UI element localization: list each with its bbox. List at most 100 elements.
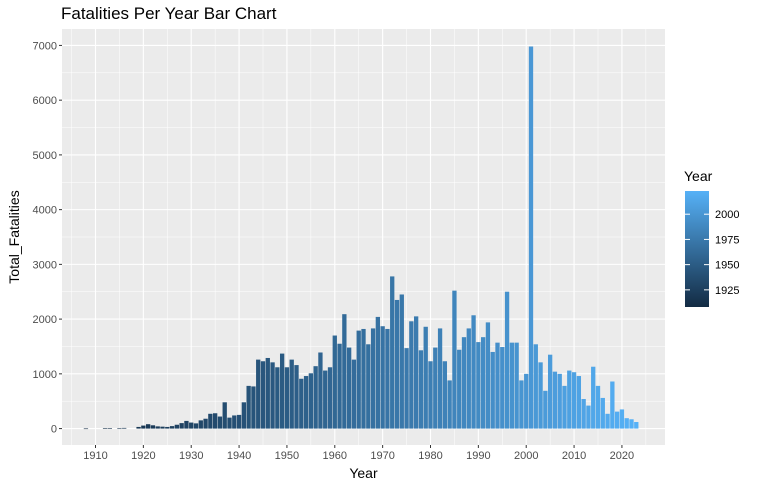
- bar-1957: [318, 352, 323, 429]
- bar-2022: [629, 419, 634, 429]
- bar-1984: [447, 380, 452, 429]
- bar-2017: [605, 413, 610, 429]
- bar-1997: [509, 342, 515, 429]
- bar-2013: [586, 405, 591, 429]
- bar-1949: [279, 353, 285, 429]
- bar-1964: [351, 359, 357, 429]
- bar-2014: [591, 366, 596, 429]
- bar-1988: [466, 328, 471, 429]
- bar-2005: [547, 354, 553, 429]
- bar-1935: [212, 413, 218, 429]
- bar-1915: [117, 428, 122, 430]
- bar-1920: [141, 425, 146, 429]
- bar-1998: [514, 342, 519, 429]
- y-tick-label: 7000: [33, 40, 57, 52]
- bar-2001: [528, 46, 534, 429]
- bar-1931: [193, 423, 199, 429]
- bar-1926: [169, 426, 175, 429]
- x-tick-label: 2020: [610, 450, 634, 462]
- bar-2020: [619, 409, 625, 429]
- bar-1948: [275, 367, 280, 429]
- bar-1986: [457, 349, 462, 429]
- x-tick-label: 1940: [227, 450, 251, 462]
- y-tick-label: 0: [51, 424, 57, 436]
- bar-1923: [155, 426, 160, 429]
- bar-1944: [256, 359, 261, 429]
- bar-2023: [634, 422, 639, 429]
- x-axis-title: Year: [349, 465, 378, 481]
- x-tick-label: 2000: [514, 450, 538, 462]
- bar-1929: [184, 420, 189, 429]
- bar-1960: [332, 335, 337, 429]
- y-tick-label: 3000: [33, 259, 57, 271]
- bar-1967: [366, 344, 371, 429]
- axes: 1910 1920 1930 1940 1950 1960 1970 1980 1990 2000…: [33, 40, 635, 462]
- bar-1961: [337, 343, 342, 429]
- bar-1969: [375, 316, 381, 429]
- bar-1985: [452, 290, 457, 429]
- bar-2018: [610, 381, 615, 429]
- bar-1994: [495, 342, 500, 429]
- legend-title: Year: [684, 168, 713, 184]
- bar-1956: [313, 366, 318, 429]
- bar-1938: [227, 417, 232, 429]
- bar-2002: [533, 344, 538, 429]
- bar-1962: [342, 314, 347, 429]
- bar-1965: [356, 330, 361, 429]
- legend-colorbar: [685, 191, 709, 307]
- bar-2012: [581, 399, 586, 429]
- bar-1937: [222, 402, 227, 429]
- bar-1983: [442, 361, 448, 429]
- bar-2011: [576, 376, 582, 429]
- bar-2015: [595, 385, 601, 429]
- bar-1975: [404, 348, 409, 429]
- bar-1939: [232, 415, 237, 429]
- bar-1966: [361, 328, 366, 429]
- bar-1970: [380, 326, 385, 429]
- bar-1959: [327, 367, 333, 429]
- legend-ticks: 1925 1950 1975 2000: [685, 209, 739, 297]
- x-tick-label: 1960: [323, 450, 347, 462]
- x-tick-label: 1970: [370, 450, 394, 462]
- bar-1940: [236, 414, 242, 429]
- bars: [83, 46, 639, 430]
- bar-1930: [189, 422, 194, 429]
- bar-1950: [284, 367, 290, 429]
- legend-label: 2000: [715, 209, 739, 221]
- bar-1946: [265, 357, 270, 429]
- bar-1936: [217, 416, 223, 429]
- bar-1916: [122, 427, 127, 429]
- bar-2007: [557, 373, 562, 429]
- bar-1976: [409, 321, 414, 429]
- bar-1934: [208, 413, 213, 429]
- bar-1963: [346, 347, 352, 429]
- bar-2008: [562, 385, 567, 429]
- bar-1953: [299, 378, 304, 429]
- bar-1933: [203, 418, 208, 429]
- bar-1919: [136, 426, 141, 429]
- bar-1982: [437, 328, 443, 429]
- bar-1999: [519, 380, 524, 429]
- legend-label: 1925: [715, 285, 739, 297]
- bar-2010: [571, 372, 577, 429]
- bar-1971: [385, 328, 390, 429]
- bar-2006: [552, 371, 558, 429]
- bar-1991: [480, 337, 486, 429]
- bar-1992: [485, 322, 491, 429]
- x-tick-label: 1930: [179, 450, 203, 462]
- chart-title: Fatalities Per Year Bar Chart: [61, 4, 277, 23]
- bar-1993: [490, 351, 495, 429]
- y-axis-title: Total_Fatalities: [6, 190, 22, 283]
- bar-1952: [294, 365, 299, 429]
- bar-1954: [303, 376, 309, 429]
- x-tick-label: 1920: [131, 450, 155, 462]
- bar-1996: [504, 291, 510, 429]
- bar-1932: [198, 420, 203, 429]
- bar-1941: [241, 402, 247, 429]
- bar-2019: [614, 411, 620, 429]
- legend: Year 1925 1950 1975 2000: [684, 168, 739, 307]
- bar-1921: [145, 424, 151, 429]
- bar-1927: [174, 424, 180, 429]
- x-tick-label: 1980: [418, 450, 442, 462]
